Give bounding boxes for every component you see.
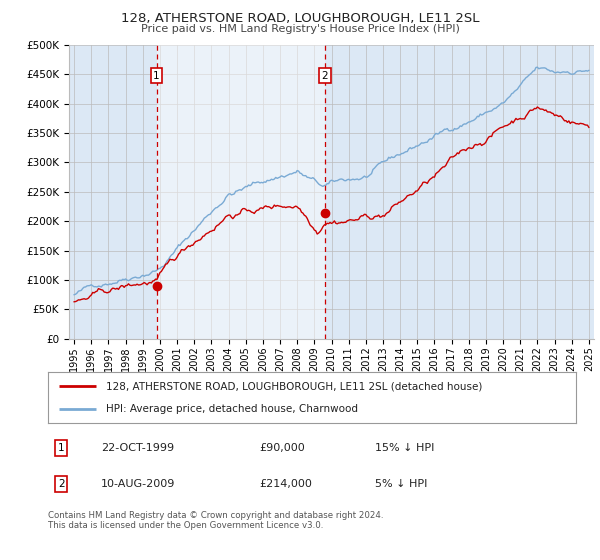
Text: 10-AUG-2009: 10-AUG-2009: [101, 479, 175, 489]
Text: Price paid vs. HM Land Registry's House Price Index (HPI): Price paid vs. HM Land Registry's House …: [140, 24, 460, 34]
Text: 5% ↓ HPI: 5% ↓ HPI: [376, 479, 428, 489]
Text: £214,000: £214,000: [259, 479, 312, 489]
Text: 2: 2: [58, 479, 65, 489]
Text: 128, ATHERSTONE ROAD, LOUGHBOROUGH, LE11 2SL (detached house): 128, ATHERSTONE ROAD, LOUGHBOROUGH, LE11…: [106, 381, 482, 391]
Text: 22-OCT-1999: 22-OCT-1999: [101, 444, 174, 454]
Text: 128, ATHERSTONE ROAD, LOUGHBOROUGH, LE11 2SL: 128, ATHERSTONE ROAD, LOUGHBOROUGH, LE11…: [121, 12, 479, 25]
Text: HPI: Average price, detached house, Charnwood: HPI: Average price, detached house, Char…: [106, 404, 358, 414]
Text: £90,000: £90,000: [259, 444, 305, 454]
Text: 1: 1: [153, 71, 160, 81]
Text: Contains HM Land Registry data © Crown copyright and database right 2024.
This d: Contains HM Land Registry data © Crown c…: [48, 511, 383, 530]
Text: 15% ↓ HPI: 15% ↓ HPI: [376, 444, 435, 454]
Text: 1: 1: [58, 444, 65, 454]
Bar: [157, 45, 325, 339]
Text: 2: 2: [322, 71, 328, 81]
